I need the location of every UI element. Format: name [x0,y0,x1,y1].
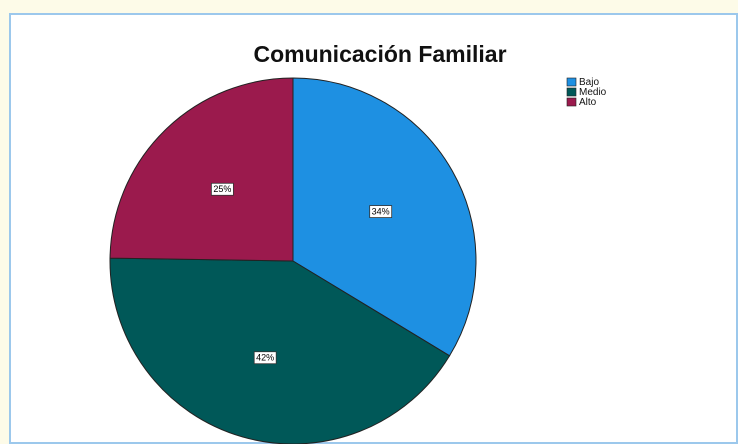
data-label-box [253,351,277,365]
data-label: 34% [372,206,390,216]
legend-label: Alto [579,97,597,108]
chart-title: Comunicación Familiar [253,41,506,67]
data-label-box [210,182,234,196]
legend-swatch [566,87,577,97]
pie-slice [109,77,294,262]
pie-slice [109,257,451,444]
data-label: 42% [256,353,274,363]
data-label: 25% [213,184,231,194]
legend-swatch [566,77,577,87]
legend-label: Bajo [579,77,599,88]
legend-swatch [566,97,577,107]
data-label-box [369,205,393,218]
legend-label: Medio [579,87,607,98]
